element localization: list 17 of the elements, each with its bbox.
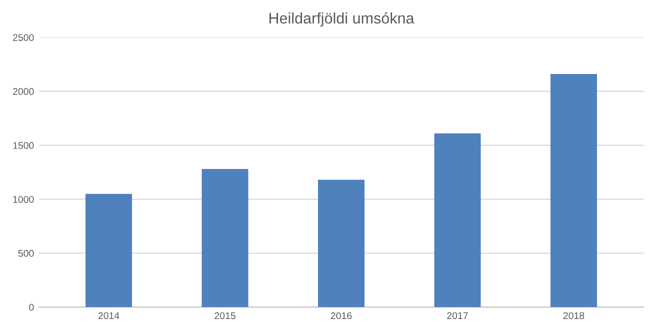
y-tick-label: 500	[18, 250, 34, 257]
x-tick-label: 2014	[98, 312, 120, 320]
bar	[318, 180, 364, 308]
y-tick-label: 2000	[13, 88, 34, 95]
x-tick-label: 2018	[563, 312, 584, 320]
y-tick-label: 0	[29, 304, 34, 311]
x-tick-label: 2015	[214, 312, 236, 320]
x-tick-label: 2017	[447, 312, 468, 320]
x-tick-label: 2016	[330, 312, 352, 320]
y-tick-label: 1000	[13, 196, 34, 203]
y-tick-label: 1500	[13, 142, 34, 149]
bar	[86, 194, 132, 308]
chart-title: Heildarfjöldi umsókna	[269, 12, 414, 27]
bar	[550, 74, 597, 308]
bar	[202, 169, 248, 308]
bar	[434, 133, 481, 308]
y-tick-label: 2500	[13, 34, 34, 41]
